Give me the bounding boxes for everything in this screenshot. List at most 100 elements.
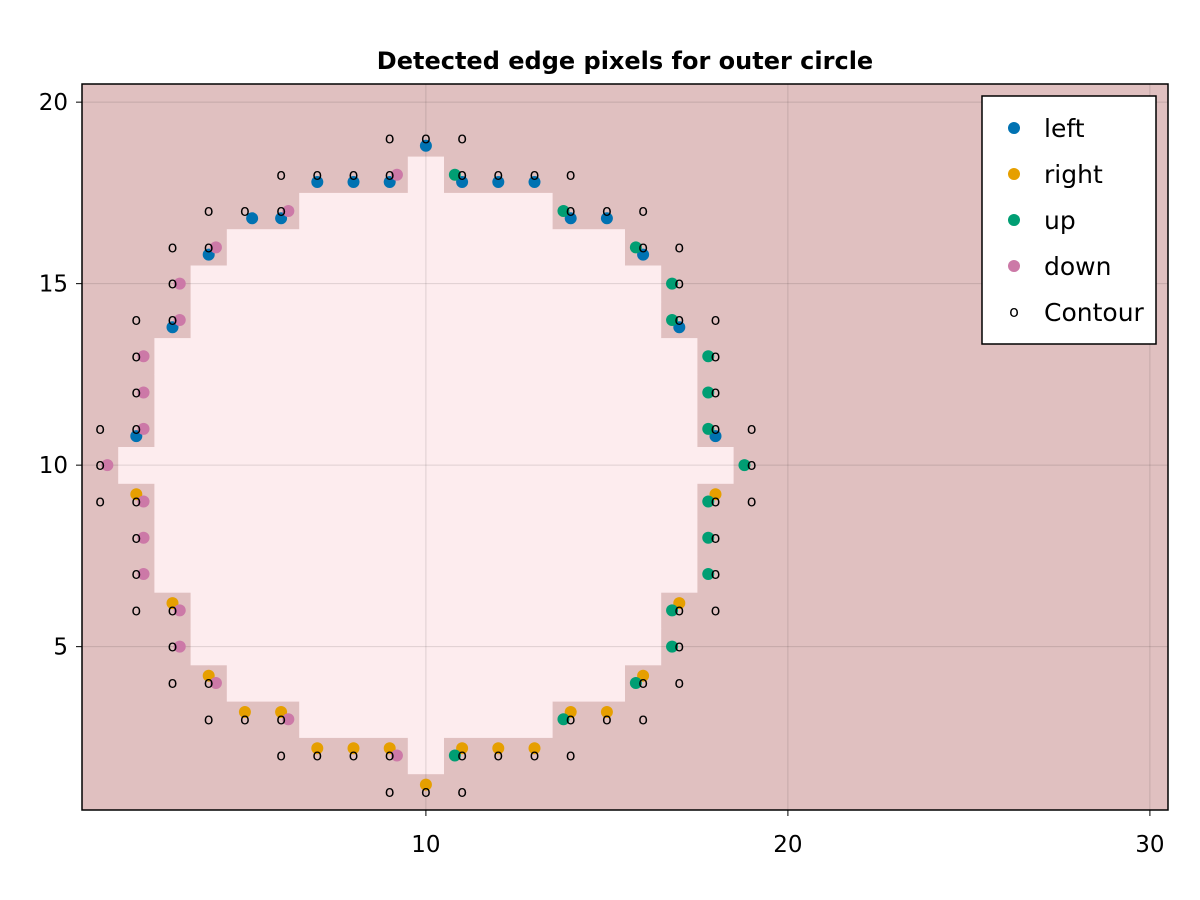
contour-point: o bbox=[131, 383, 141, 402]
contour-point: o bbox=[638, 709, 648, 728]
left-point bbox=[456, 176, 469, 189]
contour-point: o bbox=[95, 455, 105, 474]
contour-point: o bbox=[747, 491, 757, 510]
right-point bbox=[637, 669, 650, 682]
contour-point: o bbox=[674, 637, 684, 656]
contour-point: o bbox=[747, 455, 757, 474]
contour-point: o bbox=[131, 310, 141, 329]
contour-point: o bbox=[530, 746, 540, 765]
contour-point: o bbox=[457, 782, 467, 801]
legend: left right up down o Contour bbox=[981, 95, 1157, 345]
contour-point: o bbox=[204, 673, 214, 692]
left-point bbox=[709, 430, 722, 443]
down-point bbox=[173, 604, 186, 617]
contour-point: o bbox=[276, 709, 286, 728]
contour-point: o bbox=[674, 237, 684, 256]
left-point bbox=[528, 176, 541, 189]
heatmap-inside-row bbox=[190, 628, 662, 666]
up-point bbox=[702, 531, 715, 544]
contour-point: o bbox=[638, 673, 648, 692]
legend-marker-contour: o bbox=[1009, 302, 1019, 321]
contour-point: o bbox=[674, 310, 684, 329]
contour-point: o bbox=[385, 782, 395, 801]
contour-point: o bbox=[638, 237, 648, 256]
left-point bbox=[637, 248, 650, 261]
down-point bbox=[137, 422, 150, 435]
heatmap-inside-row bbox=[154, 519, 698, 557]
right-point bbox=[673, 597, 686, 610]
legend-label-left: left bbox=[1044, 114, 1085, 143]
down-point bbox=[209, 241, 222, 254]
contour-point: o bbox=[131, 346, 141, 365]
right-point bbox=[311, 742, 324, 755]
contour-point: o bbox=[131, 491, 141, 510]
right-point bbox=[202, 669, 215, 682]
up-point bbox=[448, 168, 461, 181]
contour-point: o bbox=[674, 673, 684, 692]
axis-ticks: 10 20 30 5 10 15 20 bbox=[39, 90, 1165, 858]
left-point bbox=[166, 321, 179, 334]
left-point bbox=[419, 139, 432, 152]
left-point bbox=[347, 176, 360, 189]
contour-point: o bbox=[349, 165, 359, 184]
legend-marker-right bbox=[1008, 168, 1020, 180]
contour-point: o bbox=[711, 419, 721, 438]
right-point bbox=[347, 742, 360, 755]
right-point bbox=[528, 742, 541, 755]
contour-point: o bbox=[312, 746, 322, 765]
heatmap-inside-row bbox=[190, 301, 662, 339]
up-point bbox=[666, 604, 679, 617]
legend-marker-left bbox=[1008, 122, 1020, 134]
contour-point: o bbox=[674, 600, 684, 619]
down-point bbox=[209, 676, 222, 689]
up-point bbox=[702, 386, 715, 399]
up-point bbox=[557, 205, 570, 218]
scatter-markers: o o oo o o o o o o oo o o o o oo o o oo oo o o oo oo oo o o oo oo o o… bbox=[95, 128, 756, 800]
heatmap-inside-row bbox=[190, 592, 662, 629]
up-point bbox=[702, 495, 715, 508]
y-tick-label: 20 bbox=[39, 90, 68, 116]
right-point bbox=[383, 742, 396, 755]
left-point bbox=[202, 248, 215, 261]
heatmap-inside-row bbox=[154, 483, 698, 521]
left-point bbox=[492, 176, 505, 189]
contour-point: o bbox=[168, 600, 178, 619]
contour-point: o bbox=[457, 165, 467, 184]
heatmap-inside-row bbox=[154, 555, 698, 593]
contour-point: o bbox=[711, 528, 721, 547]
chart-title: Detected edge pixels for outer circle bbox=[377, 47, 873, 75]
contour-point: o bbox=[566, 746, 576, 765]
heatmap-inside-row bbox=[154, 374, 698, 412]
y-tick-label: 5 bbox=[53, 635, 68, 661]
heatmap-inside-row bbox=[118, 447, 734, 484]
contour-point: o bbox=[95, 491, 105, 510]
down-point bbox=[137, 495, 150, 508]
heatmap-inside-row bbox=[407, 156, 444, 194]
right-point bbox=[492, 742, 505, 755]
left-point bbox=[600, 212, 613, 225]
up-point bbox=[666, 313, 679, 326]
y-tick-label: 15 bbox=[39, 272, 68, 298]
right-point bbox=[275, 705, 288, 718]
legend-label-up: up bbox=[1044, 206, 1076, 235]
contour-point: o bbox=[131, 564, 141, 583]
contour-point: o bbox=[168, 274, 178, 293]
down-point bbox=[137, 386, 150, 399]
left-point bbox=[246, 212, 259, 225]
contour-point: o bbox=[711, 346, 721, 365]
up-point bbox=[666, 640, 679, 653]
up-point bbox=[702, 422, 715, 435]
contour-point: o bbox=[711, 491, 721, 510]
left-point bbox=[311, 176, 324, 189]
contour-point: o bbox=[457, 746, 467, 765]
legend-label-down: down bbox=[1044, 252, 1111, 281]
contour-point: o bbox=[566, 165, 576, 184]
right-point bbox=[456, 742, 469, 755]
contour-point: o bbox=[168, 637, 178, 656]
up-point bbox=[702, 568, 715, 581]
contour-point: o bbox=[204, 237, 214, 256]
right-point bbox=[130, 488, 143, 501]
contour-point: o bbox=[385, 165, 395, 184]
down-point bbox=[390, 168, 403, 181]
y-tick-label: 10 bbox=[39, 453, 68, 479]
